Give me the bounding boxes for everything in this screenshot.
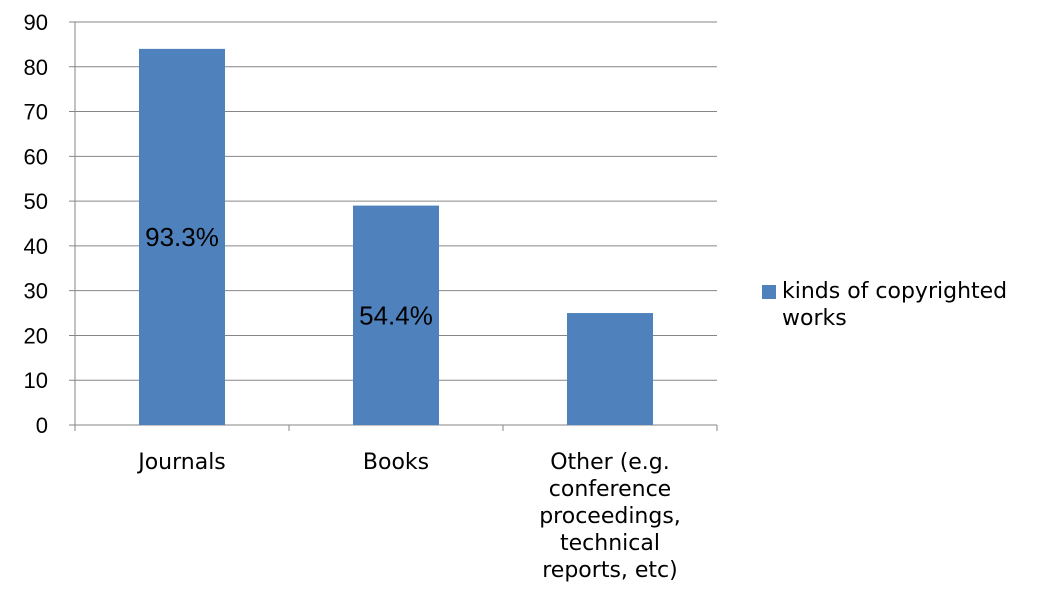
- x-tick-labels: Journals Books Other (e.g. conference procee…: [136, 450, 681, 583]
- y-tick-label: 50: [24, 189, 48, 214]
- y-tick-label: 80: [24, 55, 48, 80]
- y-tick-label: 10: [24, 368, 48, 393]
- bar: [139, 48, 225, 425]
- data-label: 54.4%: [359, 300, 433, 330]
- bar: [353, 205, 439, 425]
- bars: [139, 48, 653, 425]
- x-tick-label: Journals: [136, 450, 226, 475]
- y-tick-label: 70: [24, 100, 48, 125]
- x-tick-label: Books: [363, 450, 429, 475]
- y-tick-label: 20: [24, 323, 48, 348]
- legend-label: kinds of copyrighted works: [782, 279, 1008, 331]
- y-tick-label: 90: [24, 10, 48, 35]
- y-tick-label: 60: [24, 144, 48, 169]
- legend-swatch: [762, 285, 776, 299]
- y-tick-labels: 0 10 20 30 40 50 60 70 80 90: [24, 10, 48, 438]
- x-tick-label: Other (e.g. conference proceedings, technic…: [539, 450, 681, 583]
- y-tick-label: 30: [24, 279, 48, 304]
- data-label: 93.3%: [145, 222, 219, 252]
- bar: [567, 313, 653, 425]
- legend: kinds of copyrighted works: [762, 278, 1060, 332]
- y-tick-label: 0: [36, 413, 48, 438]
- y-tick-label: 40: [24, 234, 48, 259]
- data-labels: 93.3% 54.4%: [145, 222, 433, 330]
